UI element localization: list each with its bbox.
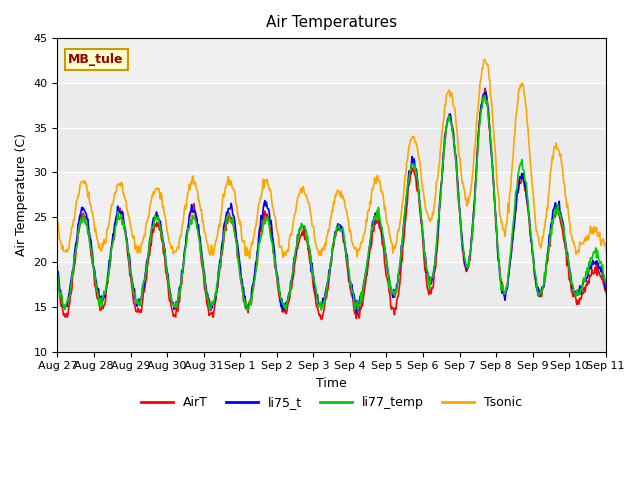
Tsonic [639, 242, 640, 248]
li77_temp [412, 163, 419, 169]
li75_t [54, 269, 61, 275]
li75_t [444, 116, 452, 122]
li75_t [353, 310, 360, 315]
li77_temp [54, 269, 61, 275]
Line: li77_temp: li77_temp [58, 96, 640, 311]
li77_temp [481, 93, 488, 98]
Tsonic [481, 56, 488, 62]
Tsonic [410, 134, 418, 140]
Line: Tsonic: Tsonic [58, 59, 640, 259]
Tsonic [230, 188, 237, 193]
li77_temp [243, 308, 251, 313]
li77_temp [444, 119, 452, 124]
li75_t [281, 307, 289, 313]
Bar [58, 83, 605, 172]
li75_t [230, 213, 237, 218]
Tsonic [281, 252, 289, 258]
Title: Air Temperatures: Air Temperatures [266, 15, 397, 30]
AirT [281, 308, 289, 314]
AirT [259, 216, 266, 222]
Line: AirT: AirT [58, 88, 640, 320]
AirT [122, 236, 130, 242]
AirT [54, 275, 61, 281]
AirT [639, 283, 640, 288]
X-axis label: Time: Time [316, 377, 347, 390]
Text: MB_tule: MB_tule [68, 53, 124, 66]
li77_temp [639, 277, 640, 283]
li75_t [482, 89, 490, 95]
li77_temp [230, 225, 237, 231]
Bar [58, 262, 605, 351]
AirT [444, 117, 452, 123]
Tsonic [607, 256, 615, 262]
AirT [317, 317, 325, 323]
li75_t [412, 165, 419, 171]
AirT [230, 222, 237, 228]
Tsonic [444, 91, 451, 97]
Legend: AirT, li75_t, li77_temp, Tsonic: AirT, li75_t, li77_temp, Tsonic [136, 391, 527, 414]
Tsonic [54, 218, 61, 224]
AirT [481, 85, 489, 91]
Y-axis label: Air Temperature (C): Air Temperature (C) [15, 133, 28, 256]
AirT [412, 172, 419, 178]
Line: li75_t: li75_t [58, 92, 640, 312]
li77_temp [122, 237, 130, 243]
li75_t [259, 213, 266, 218]
li75_t [122, 233, 130, 239]
Tsonic [122, 198, 130, 204]
li75_t [639, 286, 640, 292]
li77_temp [282, 302, 289, 308]
Tsonic [259, 186, 266, 192]
li77_temp [259, 220, 267, 226]
